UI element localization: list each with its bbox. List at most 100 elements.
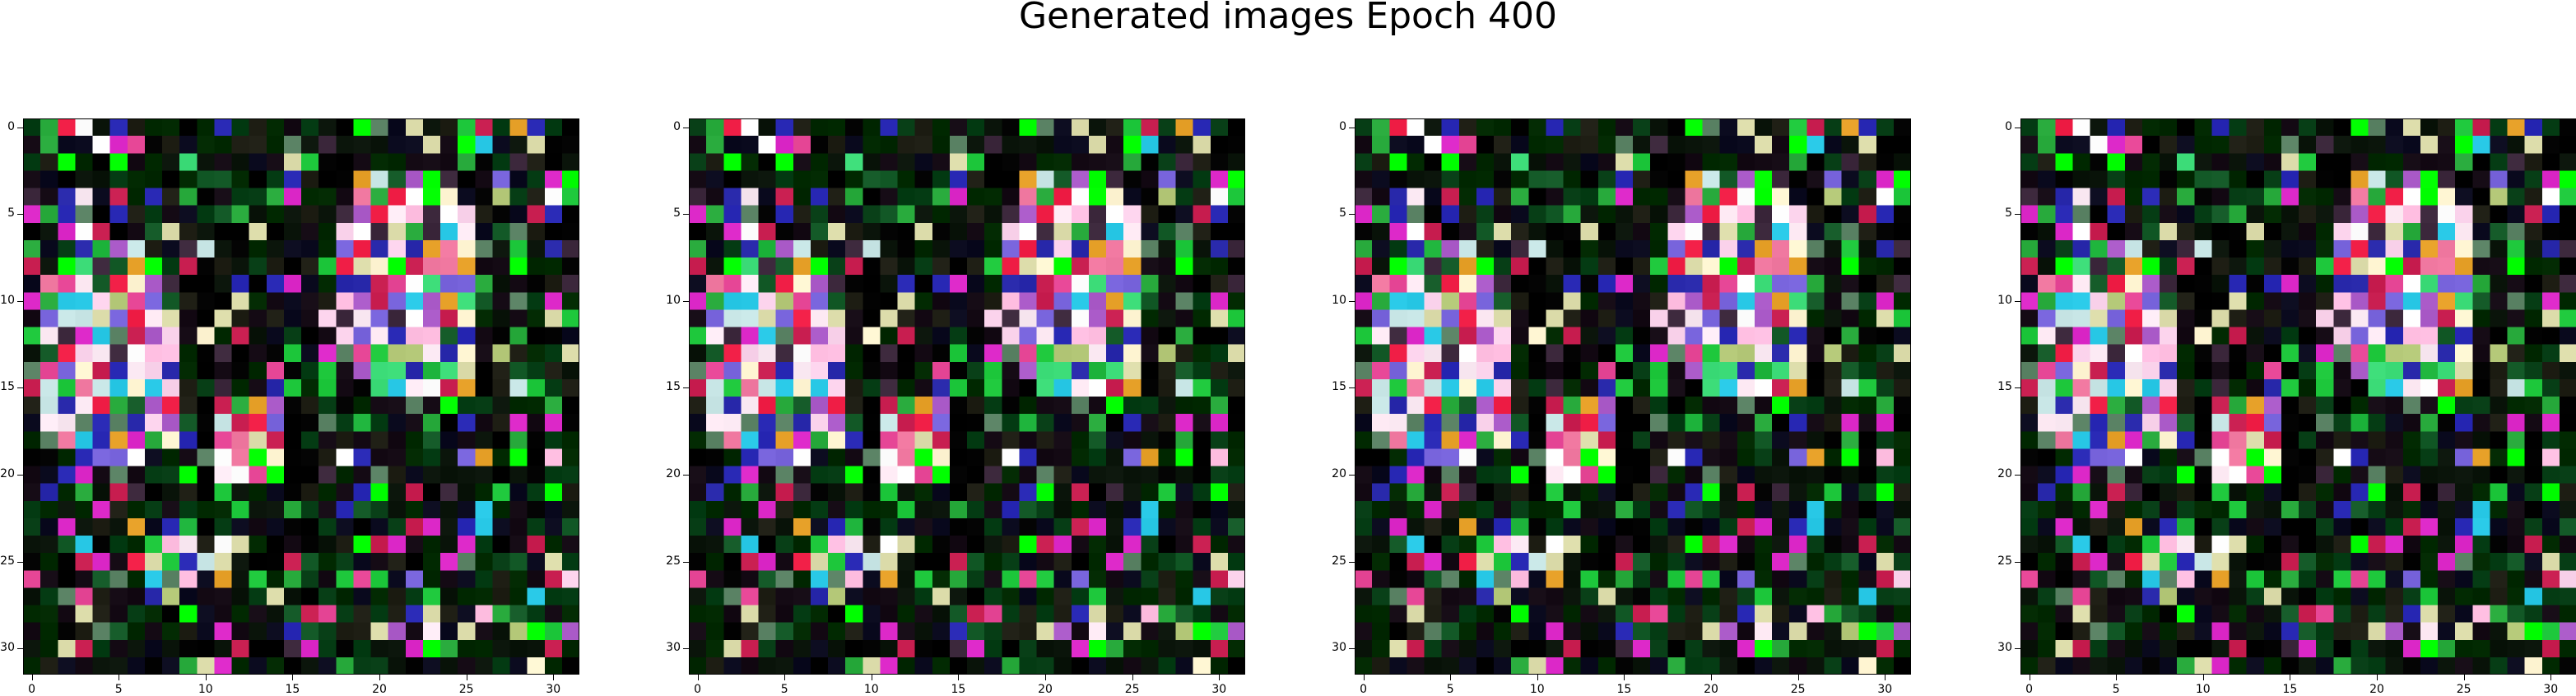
y-tick-label: 0 bbox=[2005, 119, 2012, 133]
y-tick-mark bbox=[683, 387, 689, 389]
figure-title: Generated images Epoch 400 bbox=[1018, 0, 1558, 37]
x-tick-mark bbox=[2377, 675, 2378, 680]
y-tick-mark bbox=[683, 648, 689, 650]
x-tick-mark bbox=[1711, 675, 1713, 680]
x-tick-mark bbox=[1132, 675, 1133, 680]
axes-frame bbox=[1355, 118, 1911, 675]
y-tick-mark bbox=[1349, 561, 1355, 563]
generated-image-panel-1: 0 5 10 15 20 25 30 0 5 10 15 20 25 30 bbox=[0, 118, 579, 696]
x-tick-label: 0 bbox=[2025, 683, 2034, 696]
x-tick-mark bbox=[379, 675, 381, 680]
axes-frame bbox=[689, 118, 1245, 675]
x-tick-label: 30 bbox=[1211, 683, 1227, 696]
x-tick-mark bbox=[1797, 675, 1799, 680]
y-tick-label: 20 bbox=[1332, 467, 1346, 481]
x-tick-mark bbox=[1450, 675, 1452, 680]
generated-image-2 bbox=[689, 118, 1245, 675]
x-tick-label: 5 bbox=[1446, 683, 1454, 696]
x-tick-label: 15 bbox=[2282, 683, 2298, 696]
y-tick-label: 25 bbox=[1332, 554, 1346, 568]
y-tick-mark bbox=[17, 561, 23, 563]
y-tick-label: 30 bbox=[1997, 641, 2012, 655]
axes-frame bbox=[23, 118, 579, 675]
x-tick-label: 10 bbox=[2195, 683, 2211, 696]
y-tick-label: 5 bbox=[2005, 206, 2012, 220]
x-tick-label: 15 bbox=[285, 683, 300, 696]
y-tick-label: 25 bbox=[1997, 554, 2012, 568]
y-tick-label: 10 bbox=[1997, 293, 2012, 307]
y-tick-mark bbox=[683, 475, 689, 476]
y-tick-label: 15 bbox=[1997, 380, 2012, 394]
x-tick-mark bbox=[2116, 675, 2118, 680]
y-tick-label: 15 bbox=[1332, 380, 1346, 394]
y-tick-mark bbox=[17, 475, 23, 476]
y-tick-mark bbox=[2015, 561, 2020, 563]
x-tick-label: 5 bbox=[2112, 683, 2120, 696]
y-tick-label: 5 bbox=[673, 206, 681, 220]
x-tick-mark bbox=[1885, 675, 1886, 680]
generated-image-4 bbox=[2020, 118, 2576, 675]
x-tick-label: 5 bbox=[780, 683, 788, 696]
x-tick-label: 0 bbox=[694, 683, 702, 696]
y-tick-label: 0 bbox=[673, 119, 681, 133]
y-tick-label: 25 bbox=[0, 554, 15, 568]
x-tick-mark bbox=[2463, 675, 2465, 680]
x-tick-label: 5 bbox=[114, 683, 123, 696]
y-tick-mark bbox=[1349, 214, 1355, 216]
y-tick-label: 10 bbox=[0, 293, 15, 307]
y-tick-mark bbox=[683, 214, 689, 216]
y-tick-label: 5 bbox=[7, 206, 15, 220]
x-tick-mark bbox=[1537, 675, 1538, 680]
y-tick-label: 25 bbox=[666, 554, 681, 568]
generated-image-panel-3: 0 5 10 15 20 25 30 0 5 10 15 20 25 30 bbox=[1332, 118, 1911, 696]
axes-frame bbox=[2020, 118, 2576, 675]
x-tick-label: 20 bbox=[1038, 683, 1053, 696]
y-tick-label: 30 bbox=[1332, 641, 1346, 655]
y-tick-mark bbox=[17, 648, 23, 650]
x-tick-label: 25 bbox=[1124, 683, 1140, 696]
x-tick-label: 25 bbox=[458, 683, 474, 696]
x-tick-mark bbox=[1363, 675, 1365, 680]
y-tick-mark bbox=[1349, 387, 1355, 389]
y-tick-mark bbox=[2015, 387, 2020, 389]
y-tick-mark bbox=[1349, 475, 1355, 476]
x-tick-label: 15 bbox=[1616, 683, 1632, 696]
x-tick-label: 30 bbox=[1877, 683, 1893, 696]
generated-image-panel-2: 0 5 10 15 20 25 30 0 5 10 15 20 25 30 bbox=[666, 118, 1245, 696]
x-tick-mark bbox=[31, 675, 33, 680]
y-tick-label: 30 bbox=[666, 641, 681, 655]
y-tick-mark bbox=[17, 387, 23, 389]
y-tick-label: 30 bbox=[0, 641, 15, 655]
y-tick-label: 20 bbox=[666, 467, 681, 481]
x-tick-label: 15 bbox=[951, 683, 966, 696]
y-tick-mark bbox=[17, 214, 23, 216]
x-tick-label: 0 bbox=[28, 683, 36, 696]
y-tick-mark bbox=[683, 561, 689, 563]
y-tick-label: 15 bbox=[666, 380, 681, 394]
y-tick-mark bbox=[17, 300, 23, 302]
y-tick-label: 0 bbox=[1339, 119, 1346, 133]
y-tick-label: 20 bbox=[0, 467, 15, 481]
y-tick-label: 0 bbox=[7, 119, 15, 133]
x-tick-label: 30 bbox=[546, 683, 561, 696]
x-tick-label: 10 bbox=[1529, 683, 1545, 696]
x-tick-mark bbox=[1624, 675, 1625, 680]
x-tick-label: 25 bbox=[2456, 683, 2471, 696]
y-tick-label: 20 bbox=[1997, 467, 2012, 481]
y-tick-label: 15 bbox=[0, 380, 15, 394]
x-tick-label: 30 bbox=[2543, 683, 2559, 696]
x-tick-mark bbox=[292, 675, 294, 680]
generated-image-1 bbox=[23, 118, 579, 675]
y-tick-mark bbox=[2015, 648, 2020, 650]
y-tick-mark bbox=[683, 300, 689, 302]
x-tick-label: 25 bbox=[1790, 683, 1806, 696]
y-tick-mark bbox=[1349, 300, 1355, 302]
x-tick-label: 20 bbox=[1704, 683, 1718, 696]
x-tick-mark bbox=[2202, 675, 2204, 680]
y-tick-label: 10 bbox=[1332, 293, 1346, 307]
x-tick-label: 10 bbox=[863, 683, 879, 696]
x-tick-label: 10 bbox=[198, 683, 213, 696]
x-tick-label: 0 bbox=[1360, 683, 1368, 696]
x-tick-label: 20 bbox=[372, 683, 387, 696]
x-tick-label: 20 bbox=[2369, 683, 2384, 696]
